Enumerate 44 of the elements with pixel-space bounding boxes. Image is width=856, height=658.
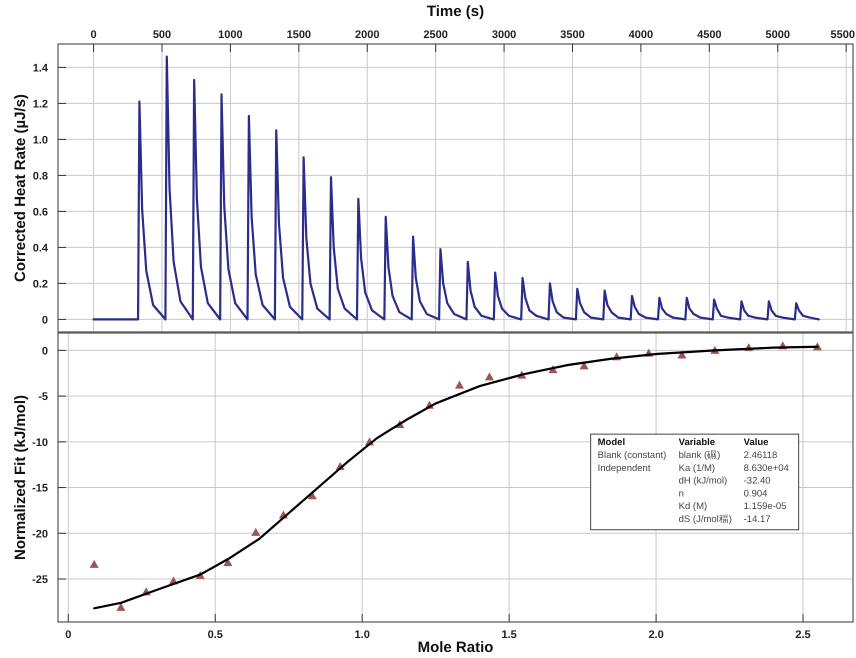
y-tick-label: 1.2 bbox=[32, 98, 48, 110]
y-axis-title: Normalized Fit (kJ/mol) bbox=[12, 394, 29, 560]
point bbox=[116, 602, 126, 611]
x-tick-label: 5000 bbox=[766, 29, 790, 41]
y-tick-label: -5 bbox=[38, 391, 48, 404]
y-tick-label: 0.4 bbox=[32, 242, 49, 254]
annotation-table: Model Variable Value Blank (constant) blank (礘) 2.46118 Independent Ka (1/M) 8.630e+04 dH (kJ/mol) -32.40 n 0.904 Kd (M) 1.159e-05 dS (J/mol稫) -14.17 bbox=[590, 434, 800, 530]
line-series bbox=[92, 56, 820, 320]
point bbox=[251, 528, 260, 536]
y-tick-label: 0.8 bbox=[32, 170, 48, 182]
x-tick-label: 2500 bbox=[423, 29, 448, 41]
y-axis-title: Corrected Heat Rate (µJ/s) bbox=[12, 94, 29, 282]
x-tick-label: 1000 bbox=[218, 29, 243, 41]
x-tick-label: 2.0 bbox=[648, 629, 664, 641]
y-tick-label: -25 bbox=[32, 574, 48, 586]
x-tick-label: 3500 bbox=[560, 29, 585, 41]
y-tick-label: 1.0 bbox=[32, 134, 48, 146]
y-tick-label: -10 bbox=[32, 436, 48, 449]
x-tick-label: 500 bbox=[152, 29, 172, 41]
point bbox=[484, 372, 494, 380]
y-tick-label: -15 bbox=[32, 482, 48, 495]
y-tick-label: 0.2 bbox=[32, 278, 48, 290]
y-tick-label: 0 bbox=[42, 314, 48, 326]
y-tick-label: -20 bbox=[32, 528, 48, 540]
x-tick-label: 5500 bbox=[830, 29, 855, 41]
point bbox=[90, 560, 99, 568]
y-tick-label: 0 bbox=[42, 345, 48, 358]
x-tick-label: 0.5 bbox=[208, 629, 223, 641]
x-tick-label: 2000 bbox=[355, 29, 380, 41]
x-tick-label: 1.0 bbox=[354, 629, 370, 641]
x-tick-label: 0 bbox=[90, 29, 97, 41]
point bbox=[580, 361, 589, 370]
point bbox=[454, 380, 464, 389]
x-tick-label: 4500 bbox=[697, 29, 722, 41]
y-tick-label: 1.4 bbox=[32, 62, 49, 74]
x-tick-label: 0 bbox=[65, 629, 72, 641]
x-tick-label: 4000 bbox=[628, 29, 654, 41]
y-tick-label: 0.6 bbox=[32, 206, 48, 218]
x-tick-label: 3000 bbox=[492, 29, 516, 41]
x-tick-label: 1500 bbox=[286, 29, 312, 41]
x-axis-title: Mole Ratio bbox=[418, 639, 494, 656]
x-axis-title: Time (s) bbox=[426, 3, 484, 20]
x-tick-label: 1.5 bbox=[501, 629, 517, 641]
x-tick-label: 2.5 bbox=[795, 629, 811, 641]
